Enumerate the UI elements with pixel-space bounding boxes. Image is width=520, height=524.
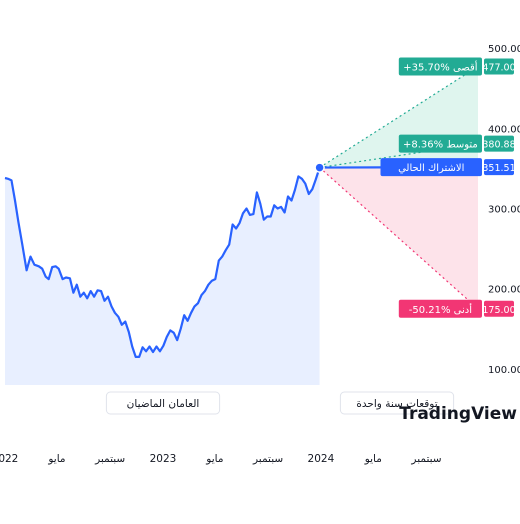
low-value: 175.00: [482, 305, 515, 316]
y-tick-label: 500.00: [488, 44, 520, 55]
high-tag: +35.70% أقصى: [403, 60, 477, 73]
x-tick-label: سبتمبر: [252, 453, 283, 465]
y-tick-label: 200.00: [488, 285, 520, 296]
history-area: [5, 168, 320, 385]
brand-watermark: TradingView: [399, 404, 517, 424]
current-price-point: [315, 163, 324, 172]
low-tag: -50.21% أدنى: [409, 303, 472, 316]
y-tick-label: 100.00: [488, 365, 520, 376]
x-tick-label: مايو: [47, 453, 65, 465]
y-tick-label: 400.00: [488, 124, 520, 135]
average-tag: +8.36% متوسط: [403, 140, 478, 151]
x-tick-label: مايو: [364, 453, 382, 465]
x-tick-label: سبتمبر: [94, 453, 125, 465]
current-tag: الاشتراك الحالي: [398, 163, 464, 174]
high-value: 477.00: [482, 62, 515, 73]
x-tick-label: 2024: [308, 453, 335, 465]
x-tick-label: 2023: [150, 453, 177, 465]
x-tick-label: سبتمبر: [410, 453, 441, 465]
y-tick-label: 300.00: [488, 204, 520, 215]
past-period-label: العامان الماضيان: [127, 398, 200, 410]
average-value: 380.88: [482, 140, 515, 151]
x-tick-label: مايو: [205, 453, 223, 465]
current-value: 351.51: [482, 163, 515, 174]
x-tick-label: 2022: [0, 453, 18, 465]
